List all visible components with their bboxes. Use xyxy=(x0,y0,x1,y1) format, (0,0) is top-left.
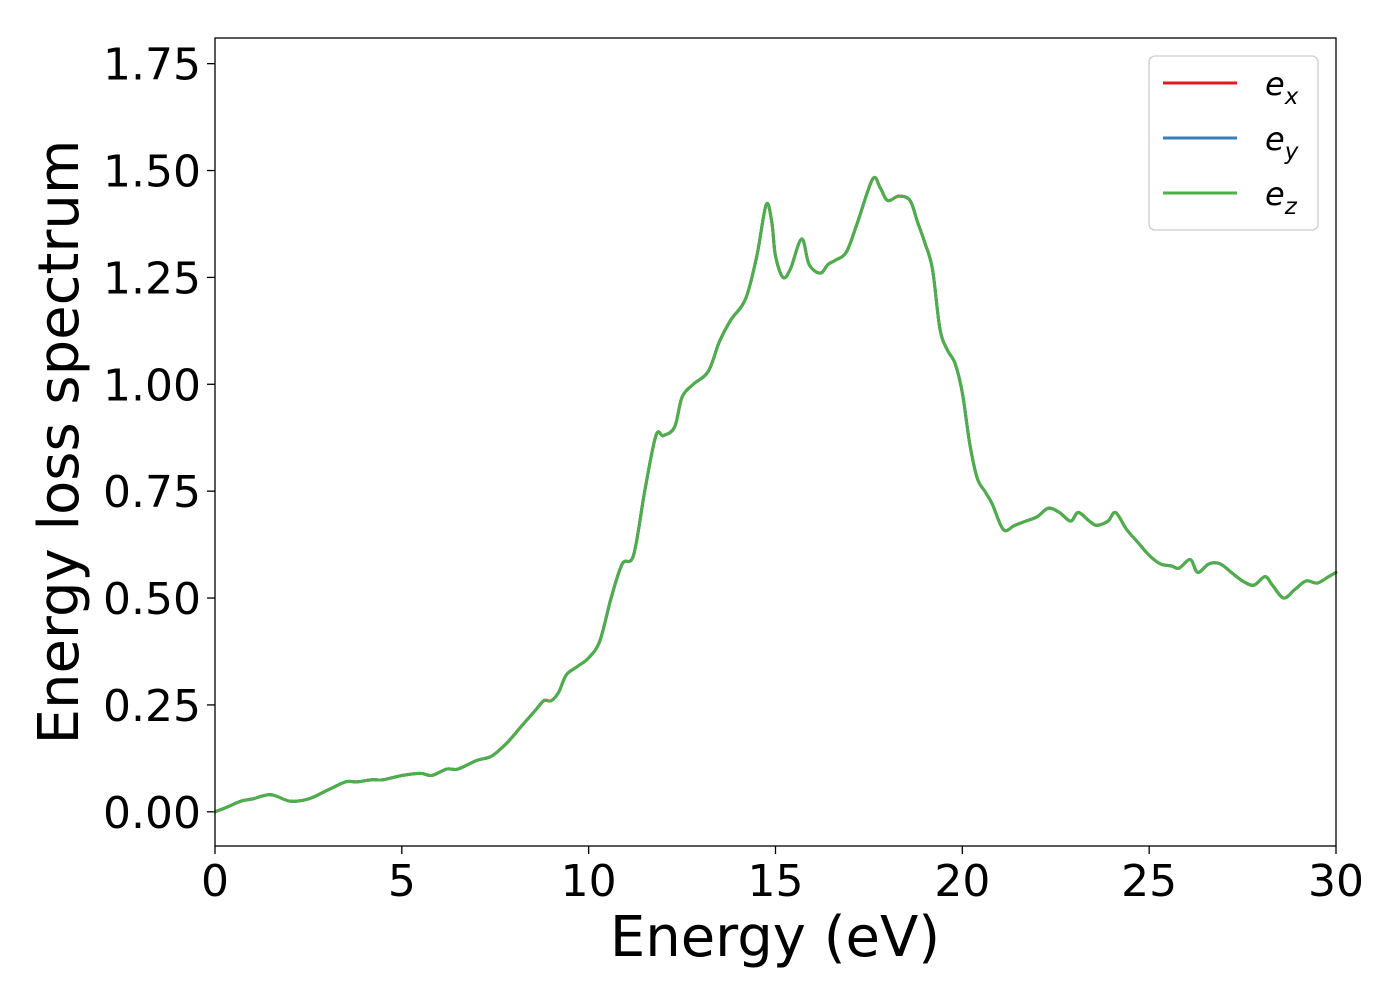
plot-series xyxy=(213,176,1338,814)
series-line-e-x xyxy=(213,176,1338,814)
y-tick-label: 1.75 xyxy=(103,40,201,91)
y-axis-label: Energy loss spectrum xyxy=(27,140,92,745)
y-tick-label: 0.25 xyxy=(103,681,201,732)
x-tick-label: 30 xyxy=(1308,856,1364,907)
y-tick-label: 1.50 xyxy=(103,147,201,198)
y-tick-label: 0.50 xyxy=(103,574,201,625)
x-axis-label: Energy (eV) xyxy=(610,905,940,970)
legend: ex ey ez xyxy=(1148,55,1319,231)
x-tick-label: 0 xyxy=(201,856,229,907)
legend-label-x: ex xyxy=(1265,65,1299,110)
x-tick-label: 20 xyxy=(934,856,990,907)
x-tick-label: 5 xyxy=(388,856,416,907)
y-tick-label: 0.00 xyxy=(103,788,201,839)
legend-box xyxy=(1148,55,1319,231)
legend-label-y: ey xyxy=(1265,120,1299,165)
plot-frame xyxy=(214,37,1337,847)
x-tick-label: 10 xyxy=(561,856,617,907)
series-line-e-z xyxy=(213,176,1338,814)
y-axis-ticks: 0.00 0.25 0.50 0.75 1.00 1.25 1.50 1.75 xyxy=(103,40,215,839)
x-tick-label: 25 xyxy=(1121,856,1177,907)
x-axis-ticks: 0 5 10 15 20 25 30 xyxy=(201,846,1364,907)
series-line-e-y xyxy=(213,176,1338,814)
legend-entries: ex ey ez xyxy=(1163,65,1299,220)
x-tick-label: 15 xyxy=(748,856,804,907)
y-tick-label: 1.25 xyxy=(103,253,201,304)
y-tick-label: 1.00 xyxy=(103,360,201,411)
legend-label-z: ez xyxy=(1265,175,1298,220)
y-tick-label: 0.75 xyxy=(103,467,201,518)
